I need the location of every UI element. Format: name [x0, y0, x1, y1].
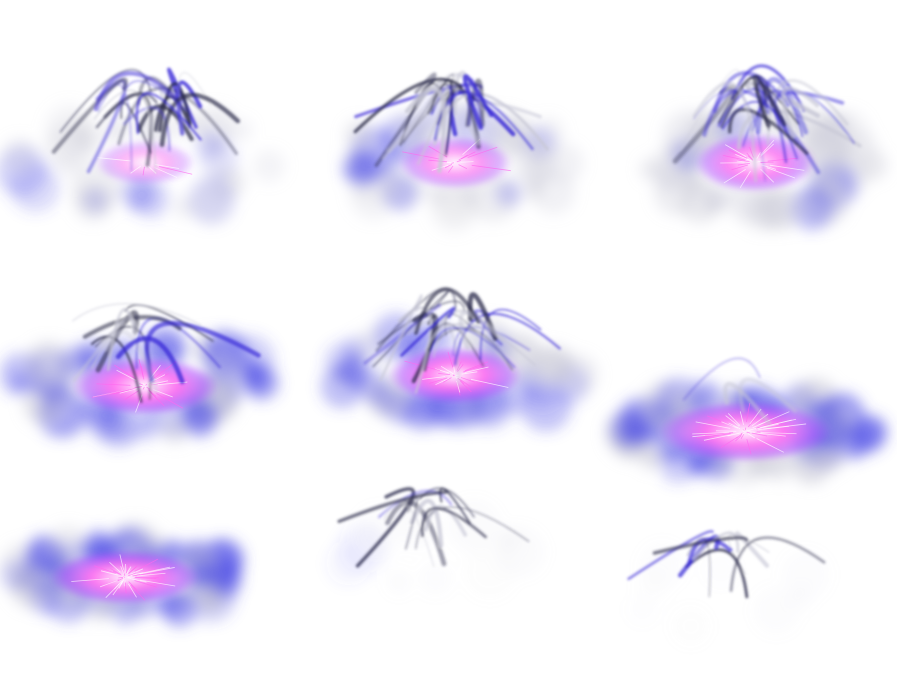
frame-6-art — [605, 357, 888, 486]
frame-7-glow — [50, 550, 200, 605]
effect-frame-1 — [0, 20, 290, 250]
frame-1-swirl — [51, 67, 241, 174]
frame-8-swirl — [337, 487, 530, 568]
frame-8-art — [326, 487, 545, 595]
effect-frame-3 — [620, 20, 890, 250]
effect-frame-4 — [0, 262, 290, 462]
frame-2-glow — [398, 136, 512, 189]
frame-5-art — [320, 287, 599, 432]
effect-frame-5 — [315, 245, 599, 455]
frame-9-art — [627, 530, 830, 645]
frame-5-swirl — [363, 287, 561, 394]
frame-4-glow — [71, 357, 219, 415]
frame-2-swirl — [353, 70, 549, 174]
effect-frame-8 — [300, 452, 560, 612]
effect-frame-7 — [0, 478, 250, 638]
frame-6-swirl — [683, 357, 797, 426]
frame-4-art — [0, 303, 280, 449]
frame-4-swirl — [72, 303, 261, 403]
effect-frame-9 — [585, 492, 855, 652]
frame-9-swirl — [627, 530, 826, 599]
frame-7-art — [0, 520, 245, 628]
frame-1-glow — [94, 140, 196, 186]
frame-3-swirl — [672, 64, 862, 183]
frame-9-smoke — [636, 543, 830, 645]
frame-2-art — [341, 70, 584, 233]
frame-1-art — [0, 67, 286, 225]
effect-frame-6 — [600, 320, 890, 500]
frame-5-glow — [387, 346, 523, 404]
effect-frame-2 — [315, 20, 595, 250]
frame-3-art — [639, 64, 888, 232]
